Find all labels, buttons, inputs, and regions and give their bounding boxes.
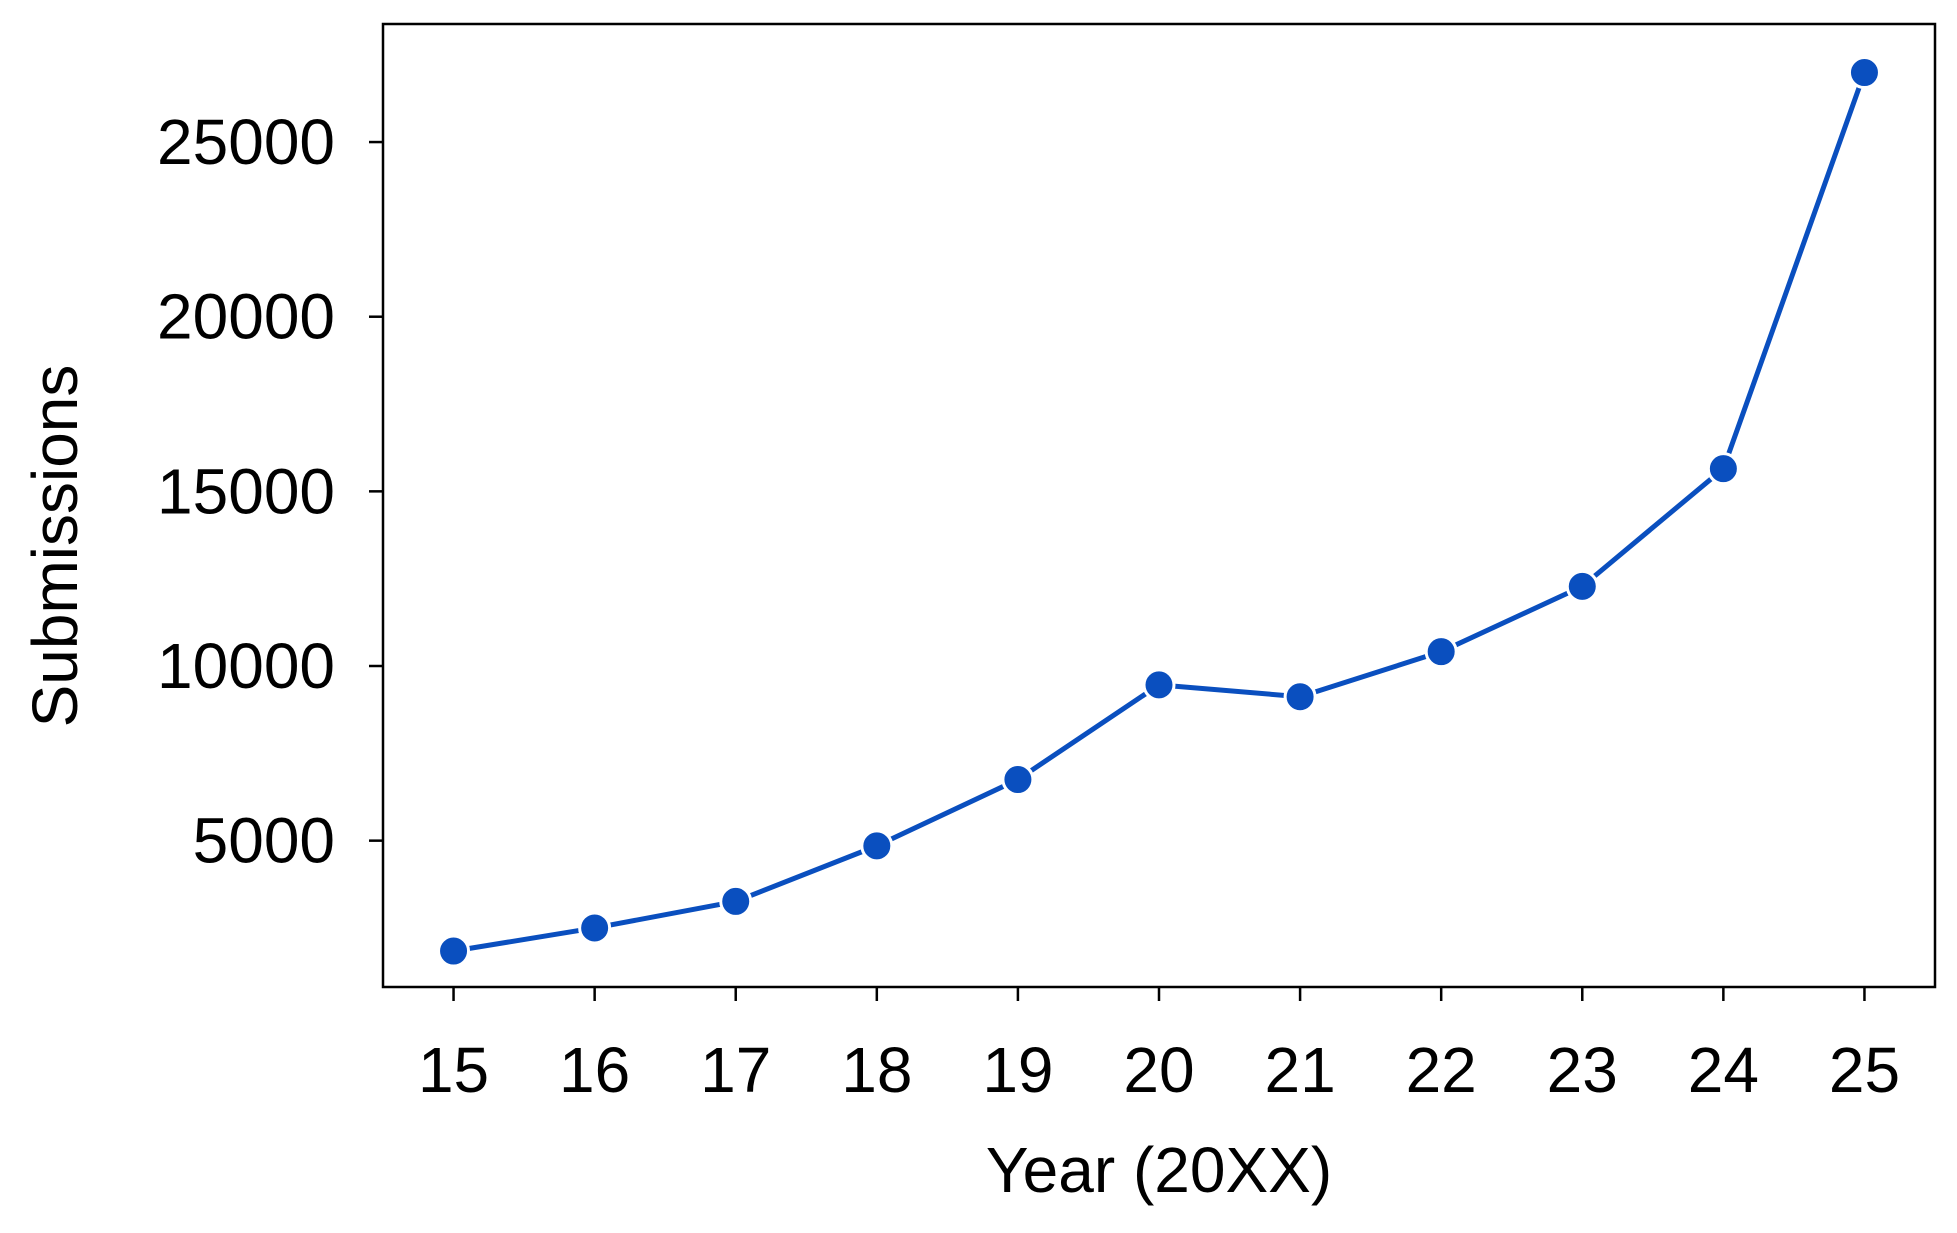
data-point: [1424, 635, 1458, 669]
data-point: [578, 911, 612, 945]
y-tick-label: 20000: [157, 281, 335, 353]
data-point: [1142, 668, 1176, 702]
data-point: [1847, 56, 1881, 90]
data-point: [1706, 452, 1740, 486]
series-line: [453, 71, 1867, 954]
x-axis-label: Year (20XX): [986, 1134, 1332, 1206]
data-point: [1001, 763, 1035, 797]
x-tick-label: 24: [1688, 1034, 1759, 1106]
data-point: [719, 884, 753, 918]
y-tick-label: 10000: [157, 630, 335, 702]
x-tick-label: 20: [1123, 1034, 1194, 1106]
y-axis-label: Submissions: [19, 365, 91, 728]
x-tick-label: 17: [700, 1034, 771, 1106]
data-point: [437, 934, 471, 968]
data-point: [1283, 680, 1317, 714]
x-tick-label: 25: [1829, 1034, 1900, 1106]
x-tick-label: 21: [1264, 1034, 1335, 1106]
x-tick-label: 23: [1547, 1034, 1618, 1106]
data-point: [1565, 569, 1599, 603]
x-tick-label: 15: [418, 1034, 489, 1106]
x-tick-label: 18: [841, 1034, 912, 1106]
x-tick-label: 22: [1406, 1034, 1477, 1106]
x-tick-label: 19: [982, 1034, 1053, 1106]
y-tick-label: 25000: [157, 106, 335, 178]
y-tick-label: 5000: [193, 805, 335, 877]
x-tick-label: 16: [559, 1034, 630, 1106]
y-tick-label: 15000: [157, 455, 335, 527]
data-point: [860, 829, 894, 863]
plot-area: 15 16 17 18 19 20 21 22 23 24 25 5000 10000 15000 2000…: [157, 22, 1937, 1106]
plot-frame: [381, 22, 1937, 989]
